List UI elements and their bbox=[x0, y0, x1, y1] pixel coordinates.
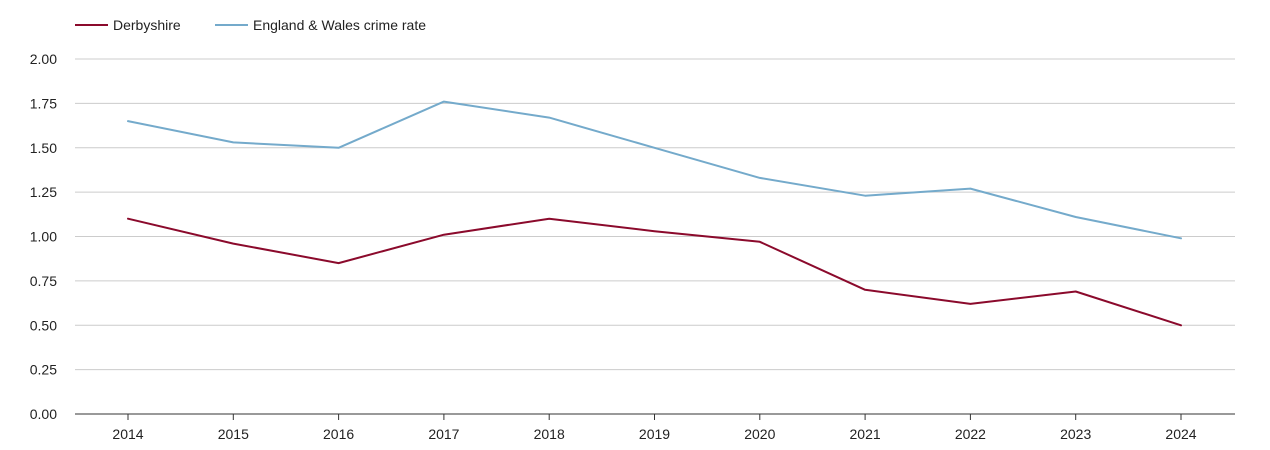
y-axis: 0.00 0.25 0.50 0.75 1.00 1.25 1.50 1.75 2.00 bbox=[30, 51, 57, 422]
x-tick-label: 2020 bbox=[744, 426, 775, 442]
y-tick-label: 0.25 bbox=[30, 362, 57, 378]
legend-label-derbyshire: Derbyshire bbox=[113, 17, 181, 33]
y-tick-label: 1.50 bbox=[30, 140, 57, 156]
x-tick-label: 2016 bbox=[323, 426, 354, 442]
y-tick-label: 0.00 bbox=[30, 406, 57, 422]
y-tick-label: 1.75 bbox=[30, 95, 57, 111]
series-layer bbox=[127, 100, 1182, 327]
series-line-england-wales[interactable] bbox=[127, 100, 1182, 240]
legend: Derbyshire England & Wales crime rate bbox=[75, 17, 426, 33]
x-tick-label: 2015 bbox=[218, 426, 249, 442]
y-tick-label: 2.00 bbox=[30, 51, 57, 67]
legend-label-england-wales: England & Wales crime rate bbox=[253, 17, 426, 33]
x-tick-label: 2017 bbox=[428, 426, 459, 442]
x-tick-label: 2023 bbox=[1060, 426, 1091, 442]
legend-item-england-wales[interactable]: England & Wales crime rate bbox=[215, 17, 426, 33]
x-tick-label: 2014 bbox=[112, 426, 143, 442]
y-tick-label: 0.75 bbox=[30, 273, 57, 289]
y-tick-label: 1.00 bbox=[30, 229, 57, 245]
x-tick-label: 2021 bbox=[850, 426, 881, 442]
x-tick-label: 2019 bbox=[639, 426, 670, 442]
gridlines bbox=[75, 58, 1235, 371]
series-line-derbyshire[interactable] bbox=[127, 217, 1182, 327]
legend-item-derbyshire[interactable]: Derbyshire bbox=[75, 17, 181, 33]
x-tick-label: 2024 bbox=[1165, 426, 1196, 442]
x-axis: 2014 2015 2016 2017 2018 2019 2020 2021 2022 2023… bbox=[75, 413, 1235, 442]
y-tick-label: 0.50 bbox=[30, 317, 57, 333]
x-tick-label: 2022 bbox=[955, 426, 986, 442]
x-tick-label: 2018 bbox=[534, 426, 565, 442]
y-tick-label: 1.25 bbox=[30, 184, 57, 200]
